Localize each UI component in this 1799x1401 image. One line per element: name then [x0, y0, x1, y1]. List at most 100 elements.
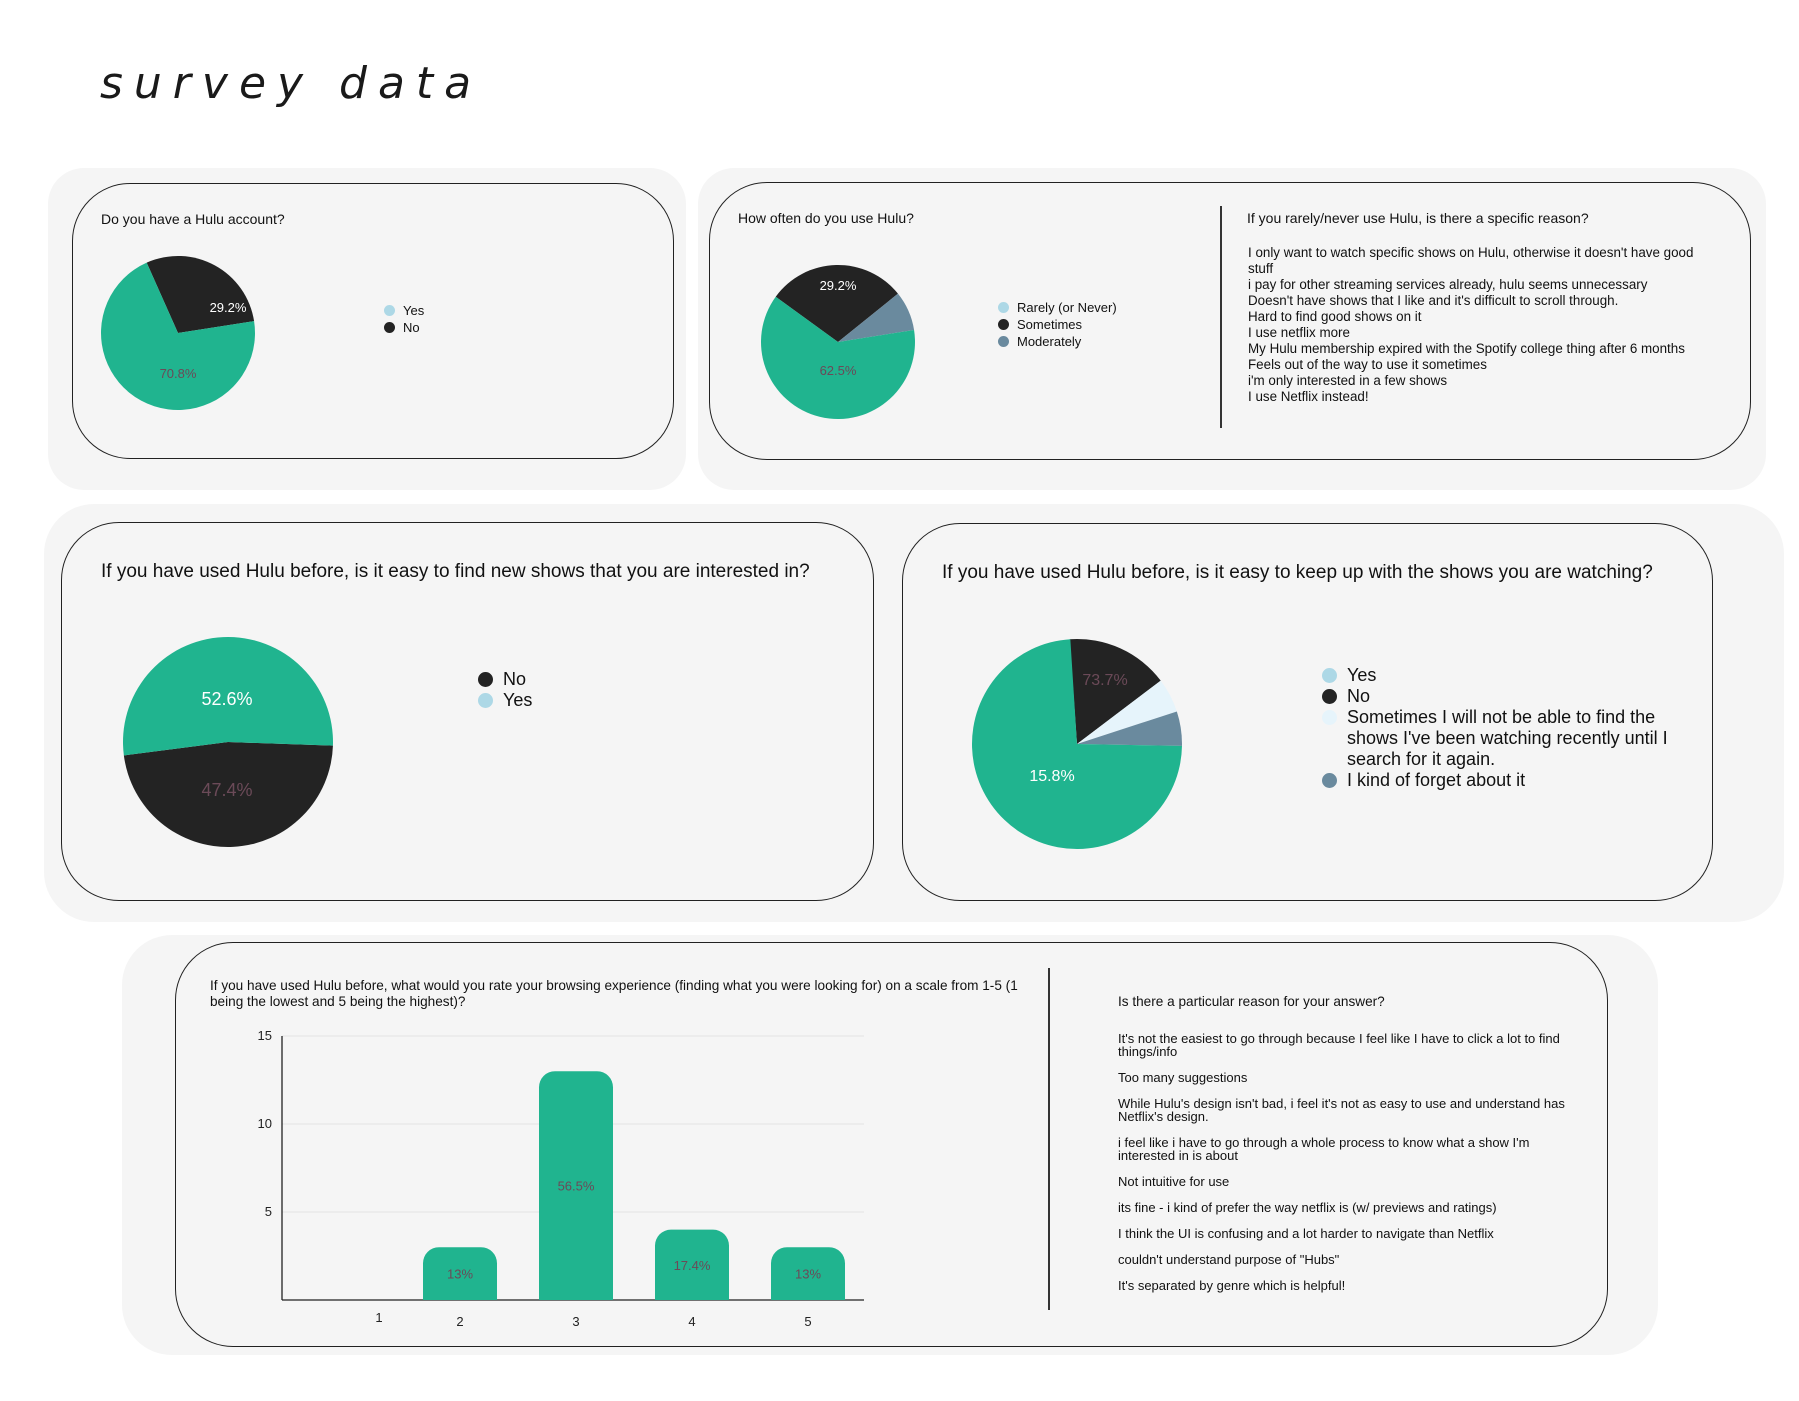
legend-item: Sometimes I will not be able to find the… — [1322, 707, 1682, 770]
x-tick-label: 5 — [804, 1314, 811, 1329]
pie-slice-0 — [100, 262, 255, 410]
pie-slice-1 — [123, 742, 333, 848]
bar-base-4 — [655, 1284, 729, 1300]
bar-base-2 — [423, 1284, 497, 1300]
q1-legend: Yes No — [384, 302, 424, 336]
legend-label: Sometimes — [1017, 317, 1083, 332]
q5-divider — [1048, 968, 1050, 1310]
pie-label-1: 29.2% — [820, 278, 857, 293]
card-keep-up — [902, 523, 1713, 901]
legend-label: Sometimes I will not be able to find the… — [1347, 707, 1668, 769]
q5-bar-chart: 5 10 15 1 13% 2 56.5% 3 17.4% 4 13% 5 — [258, 1028, 864, 1329]
q3-title: If you have used Hulu before, is it easy… — [101, 561, 810, 582]
pie-slice-2 — [1077, 680, 1177, 744]
pie-label-0: 52.6% — [201, 689, 252, 709]
legend-item: Rarely (or Never) — [998, 299, 1117, 316]
x-tick-label: 3 — [572, 1314, 579, 1329]
q2-legend: Rarely (or Never) Sometimes Moderately — [998, 299, 1117, 350]
list-item: Doesn't have shows that I like and it's … — [1248, 293, 1619, 308]
card-rating — [175, 942, 1608, 1347]
q4-title: If you have used Hulu before, is it easy… — [942, 562, 1653, 583]
pie-slice-0 — [123, 637, 334, 756]
bar-base-3 — [539, 1284, 613, 1300]
legend-label: Yes — [1347, 665, 1377, 685]
legend-dot — [1322, 773, 1337, 788]
q5-title: If you have used Hulu before, what would… — [210, 978, 1018, 1009]
legend-label: No — [1347, 686, 1371, 706]
legend-item: Sometimes — [998, 316, 1117, 333]
legend-dot — [1322, 689, 1337, 704]
card-account — [72, 183, 674, 459]
bar-value-label: 13% — [447, 1267, 473, 1282]
pie-label-0: 70.8% — [160, 366, 197, 381]
legend-dot — [1322, 710, 1337, 725]
list-item: I use Netflix instead! — [1248, 389, 1369, 404]
legend-label: Yes — [403, 303, 425, 318]
q2-reasons-title: If you rarely/never use Hulu, is there a… — [1247, 210, 1589, 226]
legend-dot — [998, 336, 1009, 347]
panel-rating — [122, 935, 1658, 1355]
legend-item: No — [384, 319, 424, 336]
legend-item: Yes — [384, 302, 424, 319]
legend-dot — [384, 305, 395, 316]
bar-3 — [539, 1071, 613, 1300]
list-item: i pay for other streaming services alrea… — [1248, 277, 1648, 292]
pie-slice-2 — [838, 293, 915, 342]
pie-slice-0 — [972, 639, 1182, 849]
q2-pie: 62.5% 29.2% — [761, 265, 915, 419]
q5-reasons-title: Is there a particular reason for your an… — [1118, 994, 1385, 1009]
pie-slice-0 — [761, 296, 915, 419]
legend-item: I kind of forget about it — [1322, 770, 1682, 791]
card-find-shows — [61, 522, 874, 901]
list-item: I only want to watch specific shows on H… — [1248, 245, 1694, 276]
bar-value-label: 56.5% — [558, 1179, 595, 1194]
legend-dot — [998, 319, 1009, 330]
x-tick-label: 4 — [688, 1314, 695, 1329]
q3-pie: 52.6% 47.4% — [123, 637, 334, 848]
card-usage — [709, 182, 1751, 460]
list-item: I use netflix more — [1248, 325, 1350, 340]
pie-label-1: 15.8% — [1029, 768, 1074, 785]
legend-label: No — [403, 320, 420, 335]
legend-item: Yes — [1322, 665, 1682, 686]
list-item: i feel like i have to go through a whole… — [1118, 1135, 1530, 1163]
y-tick-label: 10 — [258, 1116, 272, 1131]
pie-label-0: 62.5% — [820, 363, 857, 378]
q4-pie: 73.7% 15.8% — [972, 639, 1182, 849]
legend-label: Rarely (or Never) — [1017, 300, 1117, 315]
legend-item: Yes — [478, 690, 532, 711]
list-item: My Hulu membership expired with the Spot… — [1248, 341, 1685, 356]
legend-label: No — [503, 669, 527, 689]
legend-label: Moderately — [1017, 334, 1082, 349]
list-item: Hard to find good shows on it — [1248, 309, 1422, 324]
pie-slice-1 — [1069, 639, 1161, 744]
q1-title: Do you have a Hulu account? — [101, 211, 285, 227]
pie-slice-1 — [146, 256, 255, 333]
list-item: Feels out of the way to use it sometimes — [1248, 357, 1487, 372]
bar-4 — [655, 1229, 729, 1300]
y-tick-label: 15 — [258, 1028, 272, 1043]
q5-reasons-list: It's not the easiest to go through becau… — [1118, 1032, 1568, 1305]
x-tick-label: 2 — [456, 1314, 463, 1329]
bar-base-5 — [771, 1284, 845, 1300]
legend-dot — [1322, 668, 1337, 683]
legend-item: No — [1322, 686, 1682, 707]
page-title: survey data — [100, 58, 483, 109]
q2-divider — [1220, 206, 1222, 428]
pie-slice-3 — [1077, 711, 1182, 746]
q4-legend: Yes No Sometimes I will not be able to fin… — [1322, 665, 1682, 791]
x-tick-label: 1 — [375, 1310, 382, 1325]
legend-item: No — [478, 669, 532, 690]
legend-dot — [998, 302, 1009, 313]
pie-slice-1 — [775, 265, 898, 342]
list-item: Too many suggestions — [1118, 1070, 1248, 1085]
legend-dot — [478, 672, 493, 687]
legend-item: Moderately — [998, 333, 1117, 350]
list-item: It's not the easiest to go through becau… — [1118, 1031, 1560, 1059]
bar-value-label: 17.4% — [674, 1258, 711, 1273]
legend-dot — [478, 693, 493, 708]
pie-label-1: 29.2% — [210, 300, 247, 315]
q2-title: How often do you use Hulu? — [738, 210, 914, 226]
pie-label-0: 73.7% — [1082, 672, 1127, 689]
list-item: i'm only interested in a few shows — [1248, 373, 1448, 388]
